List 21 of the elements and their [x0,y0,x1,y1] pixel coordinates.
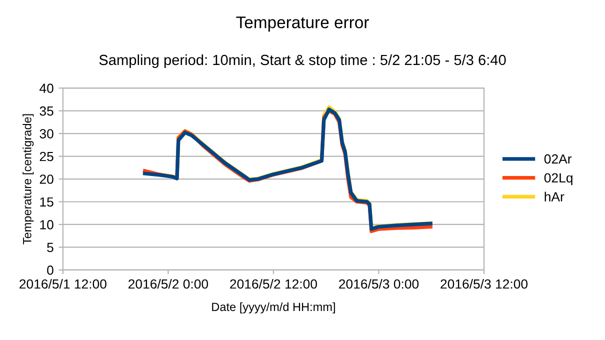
chart-subtitle: Sampling period: 10min, Start & stop time : 5/2 21:05 - 5/3 6:40 [99,54,506,68]
y-tick-label: 15 [40,197,54,207]
y-tick-label: 10 [40,220,54,230]
chart-title: Temperature error [236,16,369,32]
y-tick-label: 25 [40,152,54,162]
y-tick-label: 35 [40,106,54,116]
y-tick-label: 0 [47,266,54,275]
legend-label: 02Ar [544,154,572,164]
x-tick-label: 2016/5/3 12:00 [440,278,528,289]
legend-label: hAr [544,192,564,202]
x-tick-label: 2016/5/2 0:00 [128,278,208,289]
y-tick-label: 5 [47,242,54,252]
legend-label: 02Lq [544,173,572,186]
x-tick-label: 2016/5/3 0:00 [339,278,419,289]
y-axis-title: Temperature [centigrade] [22,114,34,244]
x-tick-label: 2016/5/2 12:00 [230,278,317,289]
y-tick-label: 30 [40,129,54,138]
y-tick-label: 40 [40,84,54,93]
x-tick-label: 2016/5/1 12:00 [20,278,106,289]
y-tick-label: 20 [40,174,54,184]
x-axis-title: Date [yyyy/m/d HH:mm] [212,302,335,314]
